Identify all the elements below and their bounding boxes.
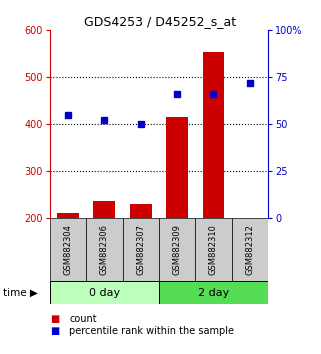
Bar xyxy=(232,218,268,281)
Text: GDS4253 / D45252_s_at: GDS4253 / D45252_s_at xyxy=(84,15,237,28)
Text: ■: ■ xyxy=(50,314,59,324)
Text: GSM882312: GSM882312 xyxy=(245,224,254,275)
Bar xyxy=(123,218,159,281)
Bar xyxy=(159,218,195,281)
Text: count: count xyxy=(69,314,97,324)
Text: ■: ■ xyxy=(50,326,59,336)
Text: time ▶: time ▶ xyxy=(3,288,38,298)
Bar xyxy=(86,218,123,281)
Bar xyxy=(203,52,224,218)
Text: GSM882310: GSM882310 xyxy=(209,224,218,275)
Bar xyxy=(195,218,232,281)
Text: 2 day: 2 day xyxy=(198,288,229,298)
Text: GSM882309: GSM882309 xyxy=(173,224,182,275)
Text: 0 day: 0 day xyxy=(89,288,120,298)
Text: GSM882304: GSM882304 xyxy=(64,224,73,275)
Bar xyxy=(166,117,188,218)
Bar xyxy=(93,201,115,218)
Bar xyxy=(50,281,159,304)
Bar xyxy=(50,218,86,281)
Bar xyxy=(130,204,152,218)
Bar xyxy=(159,281,268,304)
Text: GSM882306: GSM882306 xyxy=(100,224,109,275)
Bar xyxy=(57,213,79,218)
Text: percentile rank within the sample: percentile rank within the sample xyxy=(69,326,234,336)
Text: GSM882307: GSM882307 xyxy=(136,224,145,275)
